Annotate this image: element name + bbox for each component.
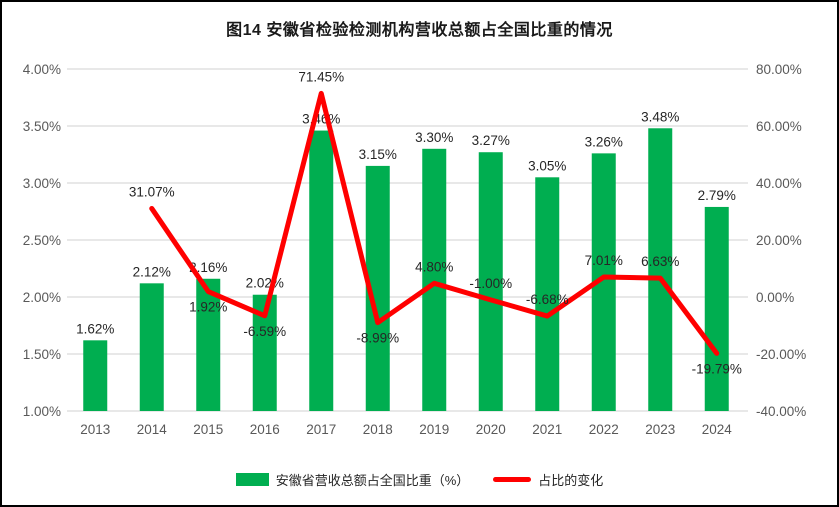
x-axis-label: 2016 (250, 422, 280, 437)
left-axis-tick: 1.00% (23, 404, 61, 419)
left-axis-tick: 1.50% (23, 347, 61, 362)
bar-label-2018: 3.15% (359, 147, 397, 162)
change-line (149, 90, 720, 356)
left-axis-tick: 2.00% (23, 290, 61, 305)
bar-label-2017: 3.46% (302, 112, 340, 127)
chart-title: 图14 安徽省检验检测机构营收总额占全国比重的情况 (226, 22, 613, 39)
bar-label-2022: 3.26% (585, 134, 623, 149)
x-axis-label: 2022 (589, 422, 619, 437)
line-label-2020: -1.00% (469, 276, 512, 291)
bar-label-2020: 3.27% (472, 133, 510, 148)
x-axis-label: 2013 (80, 422, 110, 437)
x-axis-label: 2018 (363, 422, 393, 437)
bar-series-swatch (235, 473, 269, 486)
right-axis-tick: -40.00% (756, 404, 806, 419)
right-axis-tick: 20.00% (756, 233, 802, 248)
left-axis-tick: 2.50% (23, 233, 61, 248)
plot-area: 4.00% 80.00% 3.50% 60.00% 3.00% 40.00% 2.50% 20… (23, 62, 807, 437)
bar-label-2023: 3.48% (641, 109, 679, 124)
x-axis-label: 2019 (419, 422, 449, 437)
right-axis-tick: 40.00% (756, 176, 802, 191)
left-axis-tick: 4.00% (23, 62, 61, 77)
bar-2014 (139, 283, 164, 411)
bar-2019 (422, 148, 447, 412)
bar-label-2024: 2.79% (698, 188, 736, 203)
line-label-2021: -6.68% (526, 292, 569, 307)
x-axis-label: 2017 (306, 422, 336, 437)
bar-label-2013: 1.62% (76, 321, 114, 336)
right-axis-tick: 60.00% (756, 119, 802, 134)
bar-2020 (478, 152, 503, 411)
legend: 安徽省营收总额占全国比重（%） 占比的变化 (2, 470, 837, 489)
bar-2017 (309, 130, 334, 411)
bar-label-2021: 3.05% (528, 158, 566, 173)
bar-2013 (83, 340, 108, 411)
x-axis-label: 2020 (476, 422, 506, 437)
x-axis-label: 2015 (193, 422, 223, 437)
right-axis-tick: -20.00% (756, 347, 806, 362)
line-series-label: 占比的变化 (538, 473, 604, 488)
bar-label-2016: 2.02% (246, 276, 284, 291)
line-label-2015: 1.92% (189, 300, 227, 315)
bar-2024 (704, 206, 729, 411)
line-label-2024: -19.79% (692, 361, 742, 376)
right-axis-tick: 0.00% (756, 290, 794, 305)
bar-label-2019: 3.30% (415, 130, 453, 145)
bar-2015 (196, 278, 221, 411)
bar-label-2014: 2.12% (133, 264, 171, 279)
left-axis-tick: 3.50% (23, 119, 61, 134)
bar-2023 (648, 128, 673, 411)
x-axis-label: 2014 (137, 422, 168, 437)
line-label-2016: -6.59% (243, 324, 286, 339)
line-label-2018: -8.99% (356, 331, 399, 346)
legend-item-line: 占比的变化 (493, 470, 603, 489)
bar-series-label: 安徽省营收总额占全国比重（%） (275, 473, 470, 488)
line-label-2022: 7.01% (585, 253, 623, 268)
line-series-swatch (493, 477, 532, 482)
bar-2021 (535, 177, 560, 411)
x-axis-label: 2023 (645, 422, 675, 437)
left-axis-tick: 3.00% (23, 176, 61, 191)
x-axis-label: 2024 (702, 422, 733, 437)
legend-item-bar: 安徽省营收总额占全国比重（%） (235, 470, 470, 489)
line-label-2023: 6.63% (641, 254, 679, 269)
bar-label-2015: 2.16% (189, 260, 227, 275)
line-label-2014: 31.07% (129, 184, 175, 199)
right-axis-tick: 80.00% (756, 62, 802, 77)
line-label-2019: 4.80% (415, 259, 453, 274)
line-label-2017: 71.45% (298, 69, 344, 84)
x-axis-label: 2021 (532, 422, 562, 437)
